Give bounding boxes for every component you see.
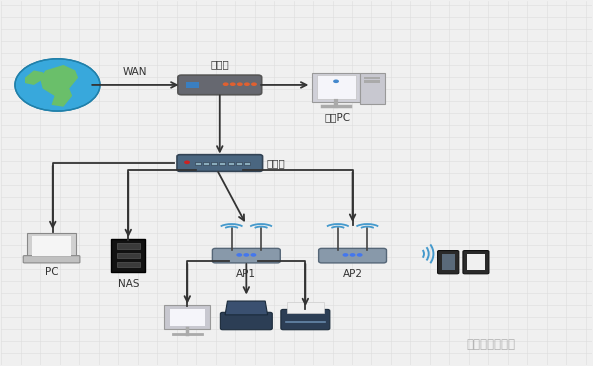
Circle shape <box>350 253 356 257</box>
Circle shape <box>343 253 349 257</box>
FancyBboxPatch shape <box>117 243 139 249</box>
FancyBboxPatch shape <box>203 161 209 165</box>
FancyBboxPatch shape <box>27 233 76 258</box>
Circle shape <box>237 82 243 86</box>
FancyBboxPatch shape <box>23 255 80 263</box>
Circle shape <box>236 253 242 257</box>
FancyBboxPatch shape <box>313 73 360 102</box>
FancyBboxPatch shape <box>281 309 330 330</box>
FancyBboxPatch shape <box>236 161 242 165</box>
FancyBboxPatch shape <box>170 309 205 326</box>
FancyBboxPatch shape <box>117 262 139 268</box>
Text: 管理PC: 管理PC <box>325 112 351 122</box>
Text: AP2: AP2 <box>343 269 362 279</box>
FancyBboxPatch shape <box>364 80 380 83</box>
Text: AP1: AP1 <box>237 269 256 279</box>
FancyBboxPatch shape <box>186 82 199 88</box>
Circle shape <box>357 253 362 257</box>
FancyBboxPatch shape <box>228 161 234 165</box>
FancyBboxPatch shape <box>318 249 387 263</box>
FancyBboxPatch shape <box>164 305 211 329</box>
FancyBboxPatch shape <box>463 251 489 274</box>
Polygon shape <box>225 301 267 315</box>
FancyBboxPatch shape <box>364 76 380 79</box>
Text: PC: PC <box>44 267 58 277</box>
FancyBboxPatch shape <box>442 254 455 270</box>
FancyBboxPatch shape <box>111 239 145 272</box>
Text: NAS: NAS <box>117 279 139 289</box>
Circle shape <box>15 59 100 111</box>
Circle shape <box>223 82 229 86</box>
FancyBboxPatch shape <box>317 75 356 99</box>
Circle shape <box>251 82 257 86</box>
Circle shape <box>333 79 339 83</box>
FancyBboxPatch shape <box>467 254 485 270</box>
Circle shape <box>230 82 235 86</box>
Circle shape <box>243 253 249 257</box>
Text: 软路由: 软路由 <box>211 59 229 69</box>
Polygon shape <box>25 70 46 85</box>
FancyBboxPatch shape <box>221 312 272 330</box>
Text: 値｜什么値得买: 値｜什么値得买 <box>467 338 516 351</box>
Circle shape <box>244 82 250 86</box>
FancyBboxPatch shape <box>219 161 225 165</box>
Circle shape <box>250 253 256 257</box>
FancyBboxPatch shape <box>211 161 217 165</box>
FancyBboxPatch shape <box>212 249 280 263</box>
FancyBboxPatch shape <box>244 161 250 165</box>
FancyBboxPatch shape <box>360 73 385 104</box>
FancyBboxPatch shape <box>438 251 459 274</box>
Text: WAN: WAN <box>123 67 148 77</box>
FancyBboxPatch shape <box>195 161 200 165</box>
FancyBboxPatch shape <box>117 253 139 258</box>
Circle shape <box>184 160 190 164</box>
FancyBboxPatch shape <box>32 236 71 255</box>
FancyBboxPatch shape <box>177 155 263 171</box>
FancyBboxPatch shape <box>287 302 324 313</box>
Polygon shape <box>40 65 78 107</box>
FancyBboxPatch shape <box>178 75 262 95</box>
Text: 交换机: 交换机 <box>267 158 285 168</box>
